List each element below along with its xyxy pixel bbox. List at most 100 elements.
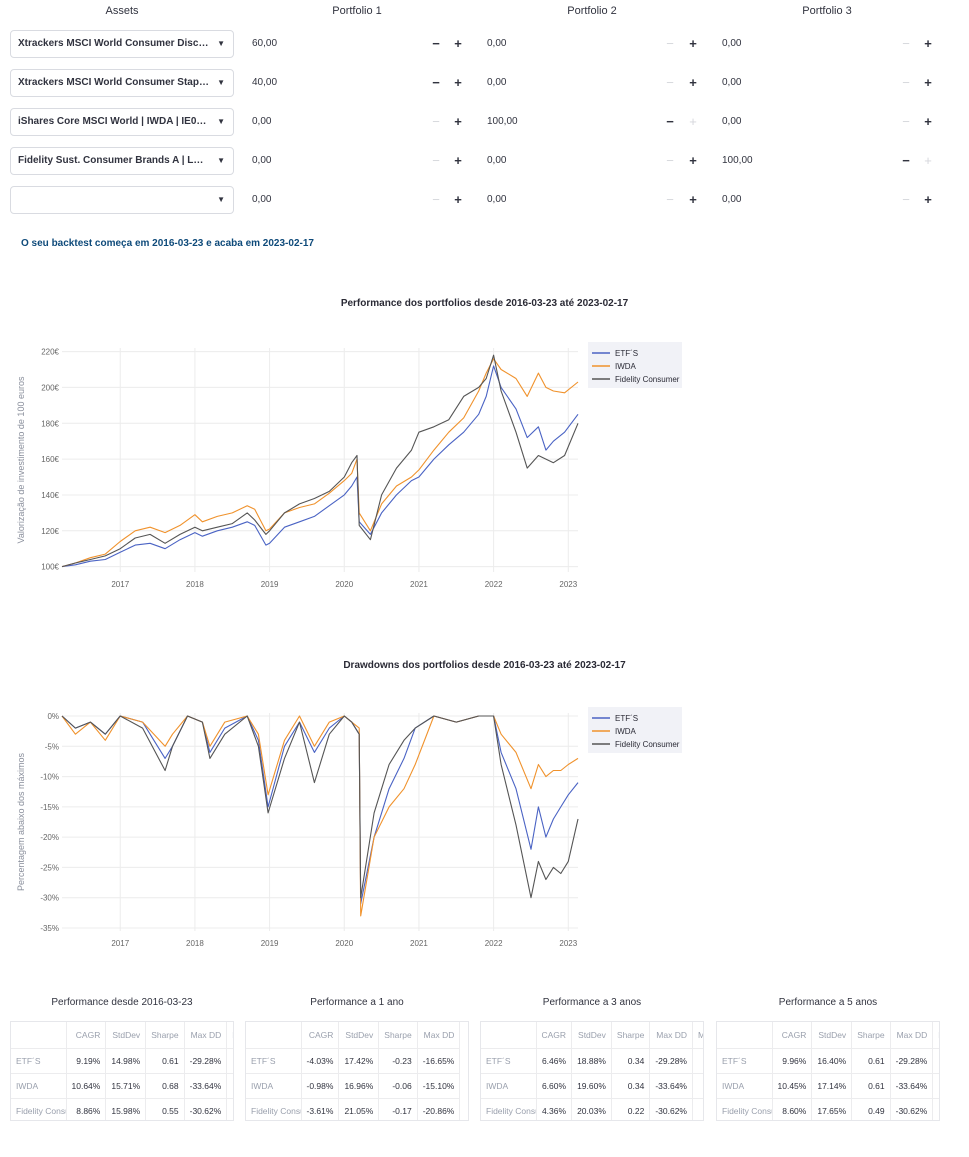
asset-select-value: Xtrackers MSCI World Consumer Staples — [18, 77, 210, 88]
portfolio-2-weight-input[interactable]: 0,00 — [487, 77, 507, 88]
portfolio-1-weight-input[interactable]: 0,00 — [252, 116, 272, 127]
portfolio-1-weight-input[interactable]: 0,00 — [252, 194, 272, 205]
portfolio-2-decrement-button[interactable]: − — [666, 114, 674, 129]
column-header[interactable]: Max DD — [184, 1022, 228, 1049]
column-header[interactable]: M — [932, 1022, 939, 1049]
portfolio-1-increment-button[interactable]: + — [454, 36, 462, 51]
column-header[interactable]: Max DD — [417, 1022, 461, 1049]
asset-select[interactable]: Xtrackers MSCI World Consumer Staples ▼ — [10, 69, 234, 97]
portfolio-2-increment-button[interactable]: + — [689, 36, 697, 51]
table-row[interactable]: IWDA 10.64% 15.71% 0.68 -33.64% — [11, 1073, 233, 1099]
chevron-down-icon[interactable]: ▼ — [217, 78, 225, 87]
portfolio-2-increment-button[interactable]: + — [689, 114, 697, 129]
column-header[interactable]: Sharpe — [145, 1022, 185, 1049]
portfolio-2-weight-input[interactable]: 100,00 — [487, 116, 518, 127]
portfolio-2-decrement-button[interactable]: − — [666, 192, 674, 207]
table-row[interactable]: ETF´S 6.46% 18.88% 0.34 -29.28% — [481, 1048, 703, 1074]
table-row[interactable]: ETF´S 9.19% 14.98% 0.61 -29.28% — [11, 1048, 233, 1074]
chevron-down-icon[interactable]: ▼ — [217, 156, 225, 165]
table-cell: -33.64% — [890, 1073, 934, 1099]
portfolio-3-weight-input[interactable]: 0,00 — [722, 38, 742, 49]
portfolio-3-increment-button[interactable]: + — [924, 192, 932, 207]
asset-select[interactable]: iShares Core MSCI World | IWDA | IE00B4L… — [10, 108, 234, 136]
performance-chart[interactable]: 2017 2018 2019 2020 2021 2022 2023 100€ 120€ 140€… — [0, 330, 700, 595]
column-header[interactable] — [246, 1022, 302, 1049]
column-header[interactable]: Sharpe — [611, 1022, 651, 1049]
column-header[interactable]: StdDev — [338, 1022, 380, 1049]
portfolio-1-increment-button[interactable]: + — [454, 75, 462, 90]
table-row[interactable]: Fidelity Consumer4.36%20.03%0.22-30.62% — [481, 1098, 703, 1120]
portfolio-1-increment-button[interactable]: + — [454, 192, 462, 207]
portfolio-2-decrement-button[interactable]: − — [666, 75, 674, 90]
portfolio-3-weight-input[interactable]: 0,00 — [722, 194, 742, 205]
portfolio-1-increment-button[interactable]: + — [454, 153, 462, 168]
chevron-down-icon[interactable]: ▼ — [217, 195, 225, 204]
portfolio-3-increment-button[interactable]: + — [924, 153, 932, 168]
asset-select[interactable]: Xtrackers MSCI World Consumer Discretion… — [10, 30, 234, 58]
column-header[interactable] — [717, 1022, 773, 1049]
chevron-down-icon[interactable]: ▼ — [217, 117, 225, 126]
portfolio-3-decrement-button[interactable]: − — [902, 36, 910, 51]
column-header[interactable]: M — [226, 1022, 233, 1049]
asset-select[interactable]: ▼ — [10, 186, 234, 214]
table-row[interactable]: Fidelity Consumer-3.61%21.05%-0.17-20.86… — [246, 1098, 461, 1120]
y-tick-label: -20% — [40, 833, 59, 842]
table-row[interactable]: IWDA 6.60% 19.60% 0.34 -33.64% — [481, 1073, 703, 1099]
column-header[interactable]: Max DD — [649, 1022, 693, 1049]
portfolio-3-increment-button[interactable]: + — [924, 114, 932, 129]
column-header[interactable]: M — [692, 1022, 703, 1049]
column-header[interactable]: CAGR — [772, 1022, 813, 1049]
table-row[interactable]: IWDA 10.45% 17.14% 0.61 -33.64% — [717, 1073, 939, 1099]
table-row[interactable]: ETF´S 9.96% 16.40% 0.61 -29.28% — [717, 1048, 939, 1074]
column-header[interactable] — [481, 1022, 537, 1049]
portfolio-3-weight-input[interactable]: 100,00 — [722, 155, 753, 166]
portfolio-1-decrement-button[interactable]: − — [432, 75, 440, 90]
column-header[interactable]: CAGR — [66, 1022, 107, 1049]
column-header[interactable] — [11, 1022, 67, 1049]
portfolio-2-increment-button[interactable]: + — [689, 153, 697, 168]
portfolio-3-decrement-button[interactable]: − — [902, 114, 910, 129]
portfolio-1-decrement-button[interactable]: − — [432, 192, 440, 207]
portfolio-3-increment-button[interactable]: + — [924, 36, 932, 51]
column-header[interactable]: Sharpe — [378, 1022, 418, 1049]
portfolio-1-increment-button[interactable]: + — [454, 114, 462, 129]
column-header[interactable]: CAGR — [301, 1022, 340, 1049]
portfolio-3-decrement-button[interactable]: − — [902, 153, 910, 168]
portfolio-2-weight-input[interactable]: 0,00 — [487, 155, 507, 166]
portfolio-1-weight-input[interactable]: 60,00 — [252, 38, 278, 49]
drawdown-chart[interactable]: 2017 2018 2019 2020 2021 2022 2023 0% -5% -10% -15… — [0, 695, 700, 955]
portfolio-1-weight-input[interactable]: 0,00 — [252, 155, 272, 166]
portfolio-3-weight-input[interactable]: 0,00 — [722, 116, 742, 127]
portfolio-2-weight-input[interactable]: 0,00 — [487, 38, 507, 49]
column-header[interactable]: StdDev — [105, 1022, 147, 1049]
table-row[interactable]: IWDA -0.98% 16.96% -0.06 -15.10% — [246, 1073, 461, 1099]
table-row[interactable]: ETF´S -4.03% 17.42% -0.23 -16.65% — [246, 1048, 461, 1074]
column-header[interactable]: Max DD — [890, 1022, 934, 1049]
portfolio-2-decrement-button[interactable]: − — [666, 153, 674, 168]
table-row[interactable]: Fidelity Consumer8.86%15.98%0.55-30.62% — [11, 1098, 233, 1120]
portfolio-1-decrement-button[interactable]: − — [432, 153, 440, 168]
performance-table-1-year[interactable]: CAGR StdDev Sharpe Max DD ETF´S -4.03% 17.42% -… — [245, 1021, 469, 1121]
portfolio-1-decrement-button[interactable]: − — [432, 36, 440, 51]
portfolio-3-decrement-button[interactable]: − — [902, 75, 910, 90]
portfolio-2-increment-button[interactable]: + — [689, 192, 697, 207]
column-header[interactable]: CAGR — [536, 1022, 573, 1049]
portfolio-1-weight-input[interactable]: 40,00 — [252, 77, 278, 88]
portfolio-3-increment-button[interactable]: + — [924, 75, 932, 90]
table-row[interactable]: Fidelity Consumer8.60%17.65%0.49-30.62% — [717, 1098, 939, 1120]
column-header[interactable]: StdDev — [571, 1022, 612, 1049]
portfolio-2-decrement-button[interactable]: − — [666, 36, 674, 51]
portfolio-3-decrement-button[interactable]: − — [902, 192, 910, 207]
column-header[interactable]: Sharpe — [851, 1022, 891, 1049]
chevron-down-icon[interactable]: ▼ — [217, 39, 225, 48]
portfolio-1-decrement-button[interactable]: − — [432, 114, 440, 129]
table-title-3-years: Performance a 3 anos — [542, 997, 642, 1008]
portfolio-2-weight-input[interactable]: 0,00 — [487, 194, 507, 205]
portfolio-2-increment-button[interactable]: + — [689, 75, 697, 90]
column-header[interactable]: StdDev — [811, 1022, 853, 1049]
portfolio-3-weight-input[interactable]: 0,00 — [722, 77, 742, 88]
asset-select[interactable]: Fidelity Sust. Consumer Brands A | LU088… — [10, 147, 234, 175]
